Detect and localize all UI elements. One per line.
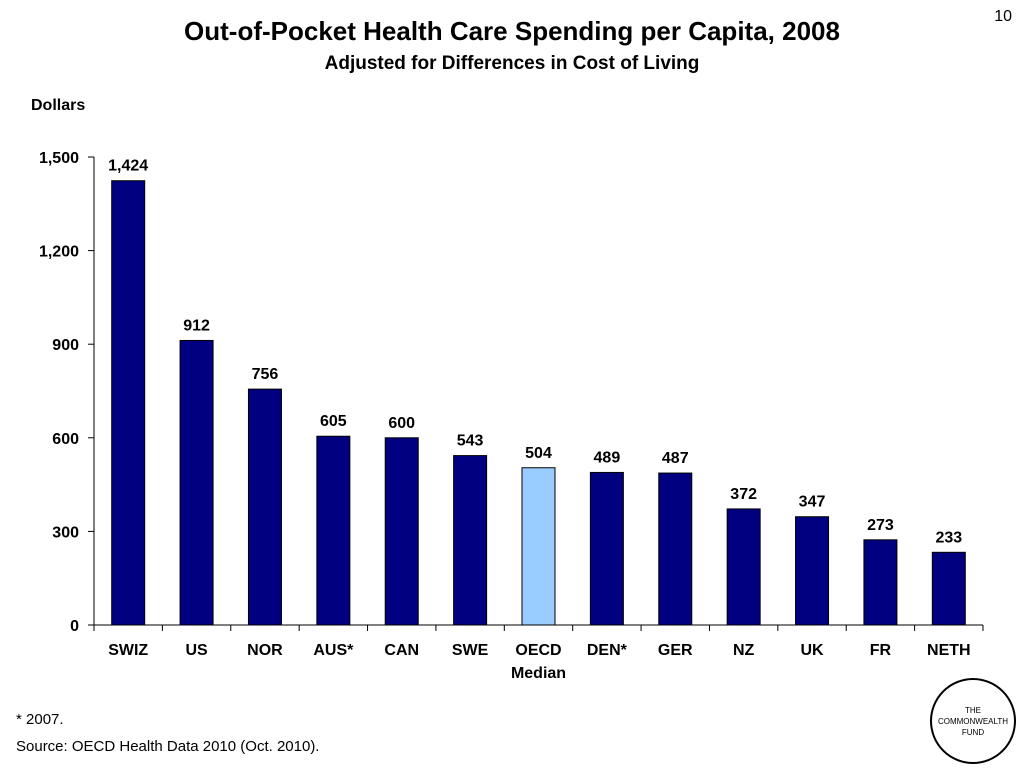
x-tick-label: SWIZ [108,642,148,659]
x-tick-label: NOR [247,642,283,659]
logo-line-1: THE [965,705,981,715]
y-tick-label: 600 [52,431,79,448]
x-tick-label: FR [870,642,892,659]
data-label: 1,424 [108,158,148,175]
data-label: 489 [594,449,621,466]
x-tick-label: AUS* [313,642,354,659]
x-tick-label: CAN [384,642,419,659]
footnote: * 2007. [16,711,64,728]
logo-line-2: COMMONWEALTH [937,716,1009,726]
data-label: 372 [730,486,757,503]
data-label: 605 [320,413,347,430]
data-label: 756 [252,366,279,383]
bar-chart: Dollars 0 300 600 900 1,200 1,500 1,424 SWIZ 912 U… [31,97,984,682]
commonwealth-fund-logo: THE COMMONWEALTH FUND [930,678,1016,764]
bar [521,467,556,626]
bar [453,455,488,626]
bar [384,437,419,626]
source-note: Source: OECD Health Data 2010 (Oct. 2010… [16,738,320,755]
y-tick-label: 1,500 [39,150,79,167]
x-tick-label: SWE [452,642,489,659]
x-tick-label: UK [800,642,824,659]
x-tick-label: DEN* [587,642,628,659]
y-tick-label: 300 [52,524,79,541]
bar [658,472,693,626]
bar [589,471,624,626]
data-label: 504 [525,445,552,462]
y-tick-label: 900 [52,337,79,354]
slide-number: 10 [994,8,1012,25]
chart-title: Out-of-Pocket Health Care Spending per C… [184,16,840,46]
data-label: 600 [388,415,415,432]
bar [726,508,761,626]
data-label: 543 [457,433,484,450]
x-tick-label: NETH [927,642,971,659]
bar [795,516,830,626]
data-label: 487 [662,450,689,467]
data-label: 273 [867,517,894,534]
bar [863,539,898,626]
logo-line-3: FUND [961,727,985,737]
bar [179,339,214,626]
bar [111,180,146,626]
y-tick-label: 0 [70,618,79,635]
data-label: 912 [183,317,210,334]
x-tick-label: Median [511,665,566,682]
x-tick-label: US [185,642,208,659]
bar [247,388,282,626]
x-tick-label: NZ [733,642,755,659]
data-label: 347 [799,494,826,511]
y-axis-label: Dollars [31,97,85,114]
y-tick-label: 1,200 [39,244,79,261]
bar [316,435,351,626]
x-tick-label: GER [658,642,693,659]
chart-subtitle: Adjusted for Differences in Cost of Livi… [324,53,700,74]
bar [931,551,966,626]
data-label: 233 [935,529,962,546]
x-tick-label: OECD [515,642,561,659]
